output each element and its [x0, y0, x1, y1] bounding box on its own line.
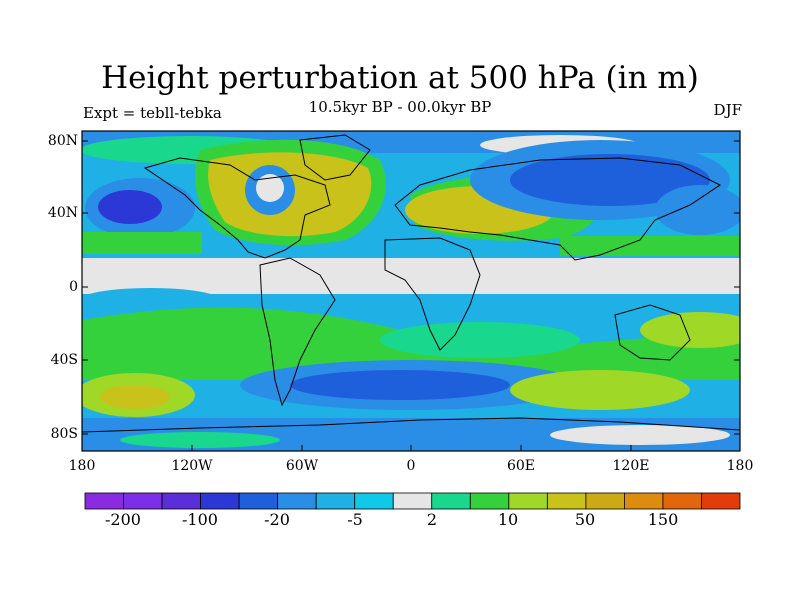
experiment-label: Expt = tebll-tebka: [83, 104, 222, 122]
lat-label-40n: 40N: [47, 205, 78, 221]
lon-label-180e: 180: [726, 458, 754, 474]
colorbar: [84, 492, 741, 510]
s-indian-yellow: [510, 370, 690, 410]
season-label: DJF: [713, 101, 742, 119]
lon-label-120e: 120E: [612, 458, 650, 474]
coast-north-america: [143, 157, 331, 259]
lon-label-0: 0: [406, 458, 416, 474]
colorbar-label-minus20: -20: [264, 510, 290, 529]
colorbar-label-10: 10: [497, 510, 519, 529]
spac-high-core: [100, 385, 170, 409]
s-pacific-yellow: [640, 312, 740, 348]
asia-low-core: [510, 154, 710, 206]
wpac-green: [560, 236, 740, 256]
colorbar-swatch: [585, 492, 625, 510]
colorbar-swatch: [469, 492, 510, 510]
colorbar-swatch: [123, 492, 163, 510]
colorbar-swatch: [315, 492, 356, 510]
colorbar-swatch: [662, 492, 702, 510]
lon-label-60w: 60W: [285, 458, 319, 474]
lat-label-0: 0: [69, 279, 78, 295]
npac-green: [82, 232, 202, 254]
antarctic-white: [550, 425, 730, 445]
antarctic-green: [120, 432, 280, 448]
pacific-east-low: [655, 185, 740, 235]
coast-australia: [614, 304, 691, 361]
colorbar-label-2: 2: [426, 510, 438, 529]
colorbar-label-minus100: -100: [182, 510, 218, 529]
coast-south-america: [259, 257, 336, 407]
colorbar-swatch: [392, 492, 433, 510]
lat-label-40s: 40S: [50, 352, 78, 368]
axis-ticks: [82, 140, 740, 451]
lat-label-80n: 80N: [47, 133, 78, 149]
s-atlantic-green: [380, 322, 580, 358]
colorbar-label-50: 50: [574, 510, 596, 529]
coast-antarctica: [82, 417, 740, 433]
colorbar-swatch: [84, 492, 124, 510]
map-title: Height perturbation at 500 hPa (in m): [101, 60, 699, 96]
colorbar-swatch: [546, 492, 587, 510]
colorbar-swatch: [277, 492, 317, 510]
lon-label-60e: 60E: [506, 458, 536, 474]
hudson-low-core: [256, 174, 284, 202]
colorbar-swatch: [238, 492, 279, 510]
map-subtitle: 10.5kyr BP - 00.0kyr BP: [308, 98, 492, 116]
coast-greenland: [299, 134, 371, 181]
colorbar-label-minus5: -5: [347, 510, 363, 529]
coastlines: [82, 134, 740, 433]
colorbar-swatch: [431, 492, 471, 510]
colorbar-swatch: [354, 492, 394, 510]
southern-low-core: [290, 370, 510, 400]
lon-label-120w: 120W: [171, 458, 213, 474]
pacific-low-core: [98, 190, 162, 224]
colorbar-swatch: [200, 492, 240, 510]
contour-field: [82, 131, 740, 451]
colorbar-label-150: 150: [647, 510, 679, 529]
colorbar-swatch: [508, 492, 548, 510]
colorbar-label-minus200: -200: [105, 510, 141, 529]
colorbar-swatch: [701, 492, 741, 510]
lon-label-180w: 180: [68, 458, 96, 474]
colorbar-swatch: [161, 492, 201, 510]
colorbar-swatch: [624, 492, 664, 510]
lat-label-80s: 80S: [50, 426, 78, 442]
coast-africa: [384, 237, 481, 351]
epac-cyan: [82, 288, 220, 312]
coast-eurasia: [394, 157, 721, 261]
